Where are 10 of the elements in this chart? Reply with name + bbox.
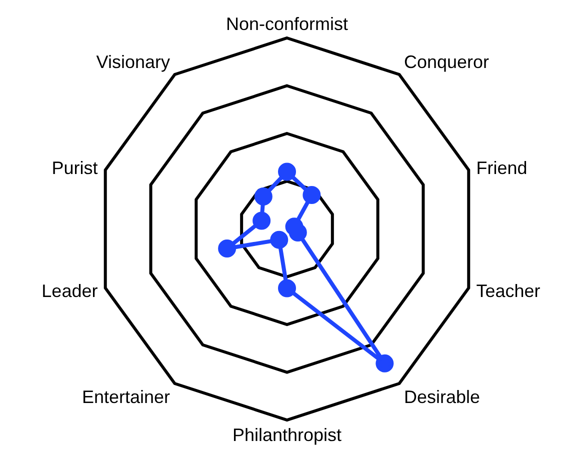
spoke-label: Desirable	[404, 386, 480, 407]
spoke-label: Non-conformist	[226, 14, 348, 34]
spoke-label: Visionary	[96, 52, 170, 72]
spoke-label: Purist	[52, 158, 98, 178]
spoke-label: Friend	[476, 158, 528, 178]
spoke-label: Philanthropist	[232, 424, 342, 445]
spoke-label: Leader	[42, 280, 98, 301]
spoke-label: Entertainer	[82, 386, 170, 407]
spoke-label: Conqueror	[404, 52, 490, 72]
spoke-label: Teacher	[476, 280, 540, 301]
